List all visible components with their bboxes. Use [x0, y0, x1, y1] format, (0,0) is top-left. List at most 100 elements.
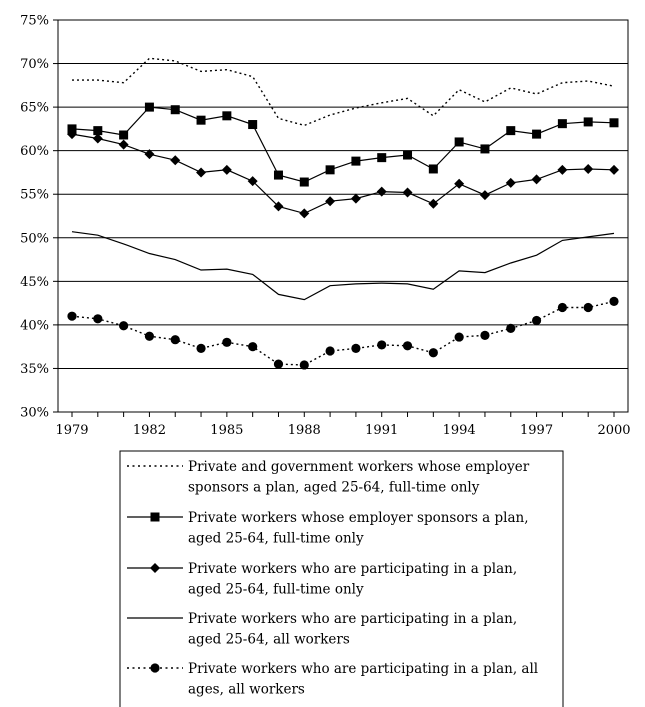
data-point	[583, 163, 594, 174]
data-point	[376, 186, 387, 197]
data-point	[119, 321, 129, 331]
data-point	[222, 337, 232, 347]
x-axis: 1979 1982 1985 1988 1991 1994 1997 2000	[55, 412, 631, 438]
data-point	[247, 176, 258, 187]
x-tick-label: 1997	[520, 423, 553, 438]
legend-label: aged 25-64, all workers	[188, 632, 350, 648]
data-point	[532, 129, 542, 139]
series-line	[71, 106, 615, 183]
y-tick-label: 55%	[20, 188, 49, 203]
data-point	[92, 133, 103, 144]
x-tick-label: 2000	[597, 423, 630, 438]
data-point	[196, 343, 206, 354]
legend-label: aged 25-64, full-time only	[188, 531, 364, 547]
data-point	[93, 314, 103, 324]
y-tick-label: 60%	[20, 144, 49, 159]
legend-label: Private workers whose employer sponsors …	[188, 510, 529, 526]
legend-entry-2: Private workers whose employer sponsors …	[127, 510, 529, 547]
data-point	[454, 178, 465, 189]
y-tick-label: 65%	[20, 101, 49, 116]
y-tick-label: 40%	[20, 318, 49, 333]
data-point	[454, 332, 464, 342]
data-point	[170, 335, 180, 345]
x-tick-label: 1979	[55, 423, 88, 438]
y-tick-label: 45%	[20, 275, 49, 290]
legend: Private and government workers whose emp…	[119, 450, 564, 707]
y-tick-label: 35%	[20, 362, 49, 377]
legend-entry-5: Private workers who are participating in…	[127, 661, 538, 698]
data-point	[196, 167, 207, 178]
data-point	[350, 193, 361, 204]
data-point	[170, 155, 181, 166]
data-point	[325, 196, 336, 207]
legend-entry-3: Private workers who are participating in…	[127, 561, 517, 598]
data-point	[221, 164, 232, 175]
y-tick-label: 50%	[20, 231, 49, 246]
series-line	[71, 231, 615, 301]
x-tick-label: 1988	[288, 423, 321, 438]
data-point	[325, 346, 335, 356]
data-point	[299, 208, 310, 219]
data-point	[583, 117, 593, 127]
y-tick-label: 30%	[20, 406, 49, 421]
legend-entry-4: Private workers who are participating in…	[127, 611, 517, 648]
data-point	[144, 149, 155, 160]
series-3	[67, 129, 619, 219]
data-point	[273, 359, 284, 369]
data-point	[144, 331, 155, 341]
data-point	[531, 174, 542, 185]
gridlines	[58, 19, 628, 413]
data-point	[118, 139, 129, 150]
data-point	[583, 302, 593, 313]
legend-border	[119, 450, 564, 707]
data-point	[428, 164, 438, 174]
data-point	[299, 360, 309, 370]
data-point	[557, 302, 567, 313]
data-point	[273, 201, 284, 212]
data-point	[454, 137, 464, 147]
data-point	[273, 170, 283, 180]
series-line	[72, 57, 615, 127]
data-point	[144, 102, 154, 112]
data-point	[531, 315, 542, 326]
data-point	[557, 119, 567, 129]
data-point	[196, 115, 206, 125]
data-point	[402, 341, 413, 351]
legend-swatch-marker	[150, 512, 160, 522]
data-point	[351, 156, 361, 166]
series-line	[71, 133, 615, 215]
data-point	[67, 124, 77, 134]
data-point	[377, 340, 387, 350]
data-point	[248, 342, 258, 352]
data-point	[506, 323, 516, 333]
y-tick-label: 75%	[20, 14, 49, 29]
plot-frame	[57, 19, 629, 413]
data-point	[325, 165, 335, 175]
series-group	[67, 57, 619, 370]
data-point	[609, 118, 619, 128]
data-point	[479, 190, 490, 201]
series-5	[67, 296, 619, 370]
data-point	[402, 187, 413, 198]
data-point	[403, 150, 413, 160]
data-point	[170, 105, 180, 115]
data-point	[67, 129, 77, 140]
data-point	[351, 343, 361, 354]
data-point	[248, 120, 258, 130]
legend-label: sponsors a plan, aged 25-64, full-time o…	[188, 480, 480, 496]
y-tick-label: 70%	[20, 57, 49, 72]
legend-label: Private workers who are participating in…	[188, 561, 517, 577]
data-point	[119, 130, 129, 140]
legend-entry-1: Private and government workers whose emp…	[127, 459, 530, 496]
legend-label: Private workers who are participating in…	[188, 611, 517, 627]
series-4	[71, 231, 615, 301]
data-point	[480, 144, 490, 154]
series-line	[71, 300, 615, 366]
x-tick-label: 1994	[443, 423, 476, 438]
legend-swatch-marker	[150, 663, 160, 673]
legend-label: Private and government workers whose emp…	[188, 459, 530, 475]
x-tick-label: 1985	[210, 423, 243, 438]
data-point	[299, 177, 309, 187]
legend-label: aged 25-64, full-time only	[188, 582, 364, 598]
x-tick-label: 1991	[365, 423, 398, 438]
